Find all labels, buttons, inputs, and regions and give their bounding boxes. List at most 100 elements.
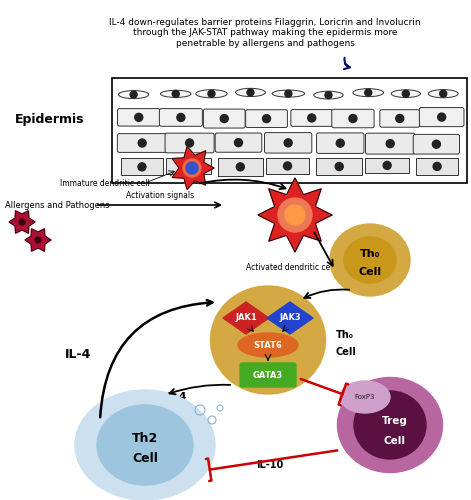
Circle shape (247, 89, 254, 96)
Text: Activated dendritic cell: Activated dendritic cell (245, 263, 334, 272)
Text: Allergens and Pathogens: Allergens and Pathogens (5, 200, 110, 209)
Circle shape (284, 162, 292, 170)
Ellipse shape (338, 378, 442, 472)
Text: Cell: Cell (358, 267, 382, 277)
Circle shape (402, 90, 409, 97)
Ellipse shape (353, 88, 383, 96)
Ellipse shape (236, 88, 265, 96)
Circle shape (262, 114, 270, 122)
Circle shape (235, 138, 243, 146)
Ellipse shape (340, 381, 390, 413)
FancyBboxPatch shape (117, 108, 160, 126)
Circle shape (172, 90, 179, 98)
Circle shape (284, 139, 292, 147)
Circle shape (440, 90, 447, 97)
Circle shape (138, 163, 146, 171)
Circle shape (186, 162, 198, 174)
Text: JAK3: JAK3 (279, 314, 301, 322)
Ellipse shape (344, 237, 396, 283)
FancyBboxPatch shape (317, 133, 364, 154)
Circle shape (335, 162, 343, 170)
Circle shape (19, 219, 25, 225)
Text: IL-4 down-regulates barrier proteins Filaggrin, Loricrin and Involucrin
through : IL-4 down-regulates barrier proteins Fil… (109, 18, 421, 48)
Circle shape (186, 139, 194, 147)
Circle shape (208, 90, 215, 97)
Text: IL-10: IL-10 (256, 460, 284, 470)
Text: Cell: Cell (384, 436, 406, 446)
Polygon shape (258, 178, 332, 252)
Circle shape (135, 114, 143, 122)
Polygon shape (25, 228, 51, 252)
Circle shape (433, 162, 441, 170)
Text: IL-4: IL-4 (65, 348, 91, 362)
Circle shape (138, 139, 146, 147)
Circle shape (177, 114, 185, 122)
Circle shape (220, 114, 228, 122)
Ellipse shape (314, 91, 343, 99)
Ellipse shape (161, 90, 191, 98)
FancyBboxPatch shape (215, 133, 262, 152)
Circle shape (438, 113, 446, 121)
FancyBboxPatch shape (240, 363, 296, 387)
Circle shape (285, 205, 305, 225)
Ellipse shape (211, 286, 325, 394)
FancyBboxPatch shape (166, 158, 211, 174)
Circle shape (432, 140, 440, 148)
Circle shape (236, 163, 244, 171)
Text: STAT6: STAT6 (253, 340, 283, 349)
Polygon shape (172, 146, 214, 190)
Circle shape (130, 91, 137, 98)
Circle shape (325, 92, 332, 98)
Text: Epidermis: Epidermis (15, 114, 84, 126)
FancyBboxPatch shape (218, 158, 263, 176)
FancyBboxPatch shape (365, 133, 415, 154)
Text: FoxP3: FoxP3 (355, 394, 375, 400)
FancyBboxPatch shape (265, 132, 312, 153)
Circle shape (336, 139, 344, 147)
FancyBboxPatch shape (117, 134, 167, 152)
Circle shape (365, 89, 372, 96)
Circle shape (185, 162, 193, 170)
FancyBboxPatch shape (159, 108, 203, 126)
Text: Th₀: Th₀ (336, 330, 354, 340)
FancyBboxPatch shape (380, 110, 420, 127)
Circle shape (308, 114, 316, 122)
Ellipse shape (75, 390, 215, 500)
FancyBboxPatch shape (317, 158, 362, 176)
FancyBboxPatch shape (266, 158, 309, 174)
Text: Activation signals: Activation signals (126, 191, 194, 200)
Bar (112, 78, 467, 183)
FancyBboxPatch shape (165, 133, 214, 153)
Circle shape (383, 162, 391, 170)
Ellipse shape (97, 405, 193, 485)
Text: Cell: Cell (132, 452, 158, 466)
Circle shape (35, 237, 41, 243)
FancyBboxPatch shape (291, 110, 333, 126)
Text: GATA3: GATA3 (253, 370, 283, 380)
FancyBboxPatch shape (246, 110, 287, 128)
Ellipse shape (272, 90, 305, 97)
Polygon shape (223, 302, 269, 334)
Text: JAK1: JAK1 (235, 314, 257, 322)
Circle shape (396, 114, 404, 122)
FancyBboxPatch shape (413, 134, 460, 154)
Polygon shape (267, 302, 313, 334)
Ellipse shape (183, 159, 201, 177)
Ellipse shape (330, 224, 410, 296)
FancyBboxPatch shape (365, 158, 409, 173)
Ellipse shape (354, 391, 426, 459)
Text: Treg: Treg (382, 416, 408, 426)
FancyBboxPatch shape (332, 110, 374, 128)
FancyBboxPatch shape (203, 109, 245, 128)
Ellipse shape (118, 90, 149, 98)
Ellipse shape (428, 90, 458, 98)
FancyBboxPatch shape (416, 158, 458, 175)
FancyBboxPatch shape (419, 108, 464, 126)
Text: Cell: Cell (336, 347, 357, 357)
Circle shape (386, 140, 394, 147)
Ellipse shape (278, 198, 312, 232)
Text: IL-4: IL-4 (163, 392, 187, 402)
Text: Immature dendritic cell: Immature dendritic cell (60, 178, 150, 188)
Ellipse shape (238, 333, 298, 357)
Ellipse shape (391, 90, 421, 98)
